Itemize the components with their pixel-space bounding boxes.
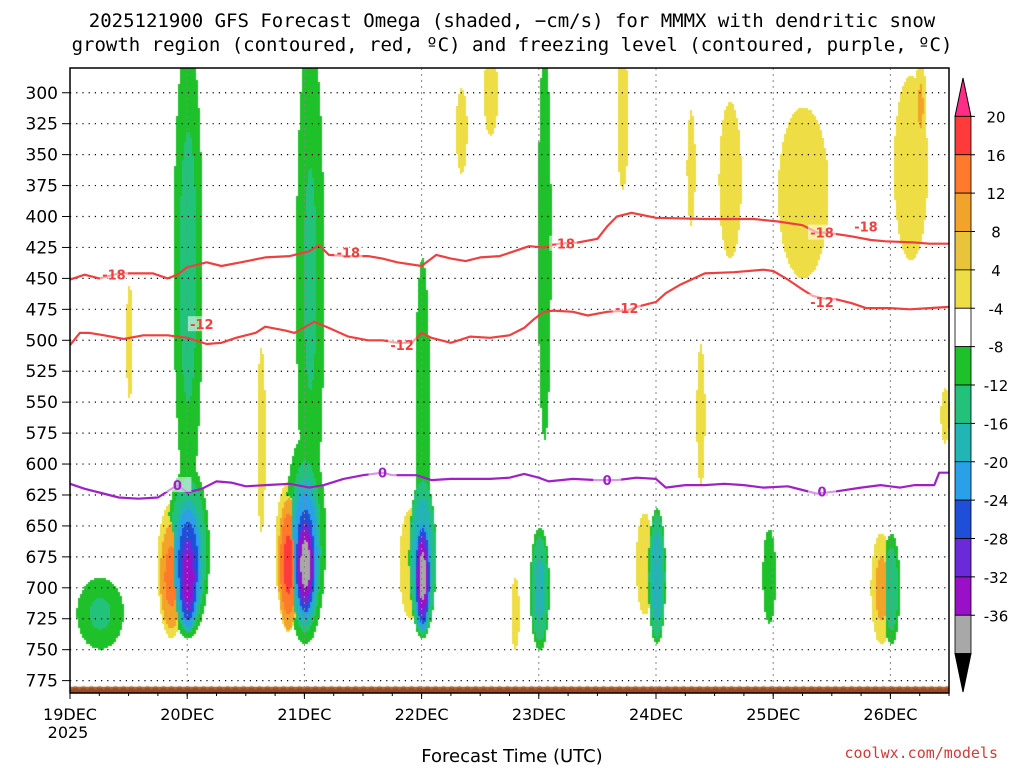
contour-label-bg bbox=[808, 293, 837, 309]
colorbar-label: -8 bbox=[989, 339, 1004, 357]
colorbar-label: 20 bbox=[986, 108, 1005, 126]
colorbar-arrow-top bbox=[954, 77, 972, 117]
contour-label--18: -18 bbox=[854, 220, 878, 235]
y-tick-label: 325 bbox=[26, 115, 58, 135]
colorbar-label: -28 bbox=[984, 531, 1009, 549]
contour-label-0: 0 bbox=[173, 479, 182, 494]
contour-label-bg bbox=[388, 337, 417, 353]
y-tick-label: 650 bbox=[26, 517, 58, 537]
colorbar-label: 12 bbox=[986, 185, 1005, 203]
y-tick-label: 600 bbox=[26, 455, 58, 475]
colorbar-bin bbox=[954, 614, 972, 655]
colorbar-label: -36 bbox=[984, 607, 1009, 625]
colorbar-bin bbox=[954, 538, 972, 578]
y-tick-label: 350 bbox=[26, 146, 58, 166]
colorbar-label: 8 bbox=[991, 224, 1001, 242]
contour-label-bg bbox=[334, 244, 363, 260]
contour-label--18: -18 bbox=[337, 246, 361, 261]
x-tick-label: 23DEC bbox=[512, 705, 566, 724]
x-tick-label: 24DEC bbox=[629, 705, 683, 724]
colorbar-bin bbox=[954, 231, 972, 271]
y-tick-label: 475 bbox=[26, 300, 58, 320]
y-tick-label: 775 bbox=[26, 672, 58, 692]
contour-label-bg bbox=[808, 224, 837, 240]
colorbar-bin bbox=[954, 576, 972, 616]
y-tick-label: 300 bbox=[26, 84, 58, 104]
contour-label-bg bbox=[163, 477, 192, 493]
chart-title-line2: growth region (contoured, red, ºC) and f… bbox=[71, 34, 953, 56]
contour-label-bg bbox=[612, 300, 641, 316]
colorbar-bin bbox=[954, 499, 972, 539]
colorbar-bin bbox=[954, 346, 972, 386]
contour-label--18: -18 bbox=[551, 238, 575, 253]
y-tick-label: 575 bbox=[26, 424, 58, 444]
colorbar-bin bbox=[954, 115, 972, 156]
contour-label-bg bbox=[99, 266, 128, 282]
colorbar-bin bbox=[954, 192, 972, 232]
y-tick-label: 425 bbox=[26, 238, 58, 258]
y-tick-label: 500 bbox=[26, 331, 58, 351]
colorbar-label: 4 bbox=[991, 262, 1001, 280]
plot-frame bbox=[69, 67, 950, 694]
y-tick-label: 375 bbox=[26, 177, 58, 197]
contour-label-bg bbox=[851, 218, 880, 234]
contour-label-0: 0 bbox=[603, 474, 612, 489]
contour-label-bg bbox=[593, 472, 622, 488]
contour-label-0: 0 bbox=[818, 485, 827, 500]
contour-label-0: 0 bbox=[378, 467, 387, 482]
y-tick-label: 625 bbox=[26, 486, 58, 506]
credit-text: coolwx.com/models bbox=[844, 744, 998, 762]
contour-label-bg bbox=[187, 316, 216, 332]
contour-label-bg bbox=[368, 464, 397, 480]
colorbar-arrow-bottom bbox=[954, 653, 972, 693]
colorbar-label: 16 bbox=[986, 147, 1005, 165]
contour-label--12: -12 bbox=[190, 318, 214, 333]
y-tick-label: 725 bbox=[26, 610, 58, 630]
x-axis-label: Forecast Time (UTC) bbox=[421, 746, 603, 767]
y-tick-label: 400 bbox=[26, 208, 58, 228]
colorbar-bin bbox=[954, 461, 972, 501]
contour-label--18: -18 bbox=[102, 269, 126, 284]
y-tick-label: 550 bbox=[26, 393, 58, 413]
chart-title-line1: 2025121900 GFS Forecast Omega (shaded, −… bbox=[88, 10, 936, 32]
colorbar-label: -32 bbox=[984, 569, 1009, 587]
contour-label--12: -12 bbox=[390, 339, 414, 354]
y-tick-label: 750 bbox=[26, 641, 58, 661]
contour-line--18 bbox=[69, 211, 949, 281]
colorbar-label: -24 bbox=[984, 492, 1009, 510]
x-tick-label: 25DEC bbox=[746, 705, 800, 724]
contour-line--12 bbox=[69, 268, 950, 346]
y-tick-label: 700 bbox=[26, 579, 58, 599]
colorbar-label: -20 bbox=[984, 454, 1009, 472]
colorbar-label: -12 bbox=[984, 377, 1009, 395]
colorbar-bin bbox=[954, 422, 972, 463]
y-tick-label: 525 bbox=[26, 362, 58, 382]
x-tick-label: 20DEC bbox=[160, 705, 214, 724]
x-tick-label: 26DEC bbox=[863, 705, 917, 724]
contour-label--12: -12 bbox=[615, 302, 639, 317]
x-tick-label: 19DEC bbox=[43, 705, 97, 724]
colorbar-label: -4 bbox=[989, 300, 1004, 318]
x-tick-label: 22DEC bbox=[395, 705, 449, 724]
x-tick-label: 21DEC bbox=[277, 705, 331, 724]
colorbar-bin bbox=[954, 154, 972, 194]
contour-label--18: -18 bbox=[810, 227, 834, 242]
contour-label--12: -12 bbox=[810, 296, 834, 311]
colorbar-bin bbox=[954, 269, 972, 309]
colorbar-bin bbox=[954, 384, 972, 424]
x-tick-sublabel: 2025 bbox=[48, 723, 89, 742]
y-tick-label: 450 bbox=[26, 269, 58, 289]
colorbar-label: -16 bbox=[984, 415, 1009, 433]
y-tick-label: 675 bbox=[26, 548, 58, 568]
contour-label-bg bbox=[808, 483, 837, 499]
contour-label-bg bbox=[549, 235, 578, 251]
colorbar-bin bbox=[954, 307, 972, 348]
